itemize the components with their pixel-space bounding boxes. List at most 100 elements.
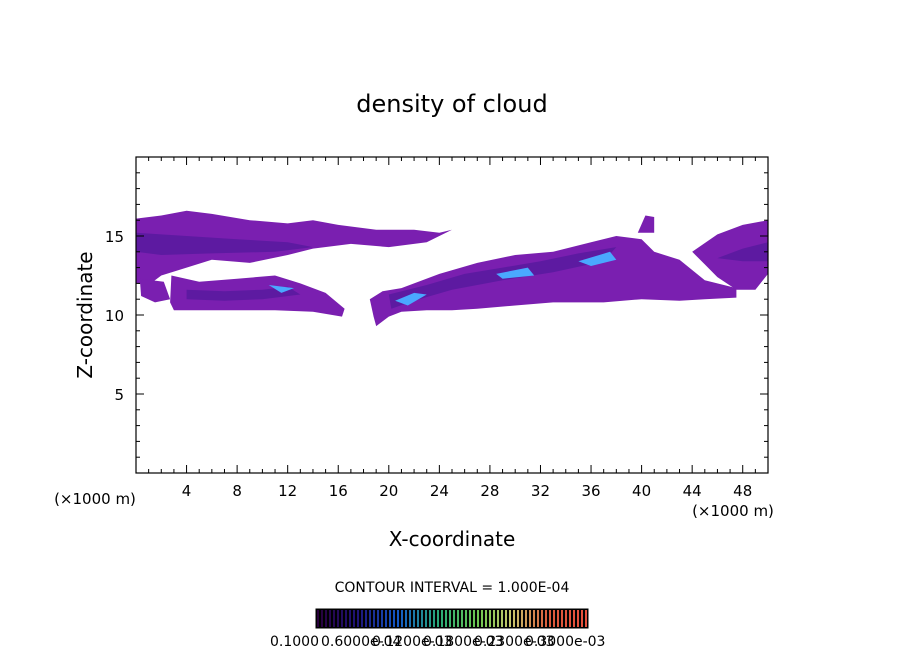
colorbar-border: [315, 608, 589, 629]
cloud-region-11: [496, 267, 535, 279]
cloud-region-5: [637, 215, 655, 233]
x-tick-label: 8: [232, 482, 242, 500]
colorbar-swatch: [497, 610, 499, 627]
colorbar-swatch: [349, 610, 351, 627]
colorbar-swatch: [501, 610, 503, 627]
colorbar-swatch: [517, 610, 519, 627]
colorbar-swatch: [325, 610, 327, 627]
colorbar-swatch: [457, 610, 459, 627]
colorbar-tick-label: 0.6000e-04: [321, 634, 402, 650]
cloud-region-6: [136, 232, 313, 255]
colorbar-swatch: [381, 610, 383, 627]
x-unit-label-left: (×1000 m): [54, 490, 136, 508]
colorbar-swatch: [521, 610, 523, 627]
colorbar-swatch: [473, 610, 475, 627]
colorbar-swatch: [537, 610, 539, 627]
cloud-region-13: [268, 285, 294, 293]
colorbar-swatch: [333, 610, 335, 627]
x-tick-label: 28: [480, 482, 499, 500]
colorbar-swatch: [469, 610, 471, 627]
colorbar-swatch: [461, 610, 463, 627]
colorbar-swatch: [345, 610, 347, 627]
x-tick-label: 48: [733, 482, 752, 500]
y-tick-label: 5: [114, 386, 124, 404]
colorbar-swatch: [485, 610, 487, 627]
colorbar-swatch: [529, 610, 531, 627]
colorbar-swatch: [585, 610, 587, 627]
colorbar-tick-label: 0.1800e-03: [423, 634, 503, 650]
colorbar-swatch: [445, 610, 447, 627]
x-tick-label: 24: [430, 482, 449, 500]
colorbar-swatch: [453, 610, 455, 627]
colorbar-swatch: [321, 610, 323, 627]
x-tick-label: 20: [379, 482, 398, 500]
colorbar-swatch: [401, 610, 403, 627]
cloud-region-12: [578, 251, 617, 266]
colorbar-swatch: [357, 610, 359, 627]
colorbar-swatch: [449, 610, 451, 627]
colorbar-swatch: [341, 610, 343, 627]
y-tick-label: 10: [105, 307, 124, 325]
cloud-region-9: [717, 242, 768, 262]
colorbar-swatch: [581, 610, 583, 627]
x-tick-label: 4: [182, 482, 192, 500]
colorbar-swatch: [525, 610, 527, 627]
chart-title: density of cloud: [356, 90, 547, 118]
colorbar-swatch: [337, 610, 339, 627]
cloud-region-3: [369, 236, 737, 327]
x-tick-label: 44: [683, 482, 702, 500]
colorbar-swatch: [413, 610, 415, 627]
x-unit-label-right: (×1000 m): [692, 502, 774, 520]
colorbar-swatch: [369, 610, 371, 627]
colorbar-swatch: [405, 610, 407, 627]
plot-frame: [135, 156, 769, 474]
colorbar-swatch: [417, 610, 419, 627]
colorbar-swatch: [561, 610, 563, 627]
colorbar-swatch: [513, 610, 515, 627]
colorbar-swatch: [477, 610, 479, 627]
colorbar-labels: 0.1000 0.6000e-040.1200e-030.1800e-030.23…: [270, 634, 605, 650]
colorbar-swatch: [377, 610, 379, 627]
cloud-region-2: [139, 278, 171, 303]
x-tick-label: 16: [329, 482, 348, 500]
cloud-contours: [136, 210, 768, 327]
contour-interval-text: CONTOUR INTERVAL = 1.000E-04: [335, 580, 570, 596]
colorbar-swatch: [557, 610, 559, 627]
colorbar-swatch: [505, 610, 507, 627]
colorbar-tick-label: 0.1200e-03: [372, 634, 452, 650]
colorbar-swatch: [421, 610, 423, 627]
x-tick-label: 40: [632, 482, 651, 500]
cloud-region-10: [395, 292, 427, 306]
colorbar-tick-label: 0.1000: [270, 634, 319, 650]
colorbar-swatch: [437, 610, 439, 627]
colorbar-swatch: [553, 610, 555, 627]
y-tick-label: 15: [105, 228, 124, 246]
x-tick-label: 32: [531, 482, 550, 500]
colorbar-swatch: [397, 610, 399, 627]
colorbar-swatch: [573, 610, 575, 627]
colorbar-swatch: [481, 610, 483, 627]
colorbar-swatch: [433, 610, 435, 627]
colorbar-swatch: [393, 610, 395, 627]
colorbar-swatch: [317, 610, 319, 627]
x-axis-ticks: 4 8 12 16 20 24 28 32 36 40 44 48: [148, 157, 756, 500]
colorbar-tick-label: 0.3000e-03: [525, 634, 605, 650]
colorbar-swatch: [569, 610, 571, 627]
colorbar-swatch: [489, 610, 491, 627]
x-tick-label: 36: [581, 482, 600, 500]
colorbar-swatch: [361, 610, 363, 627]
colorbar-swatch: [565, 610, 567, 627]
colorbar-swatch: [329, 610, 331, 627]
colorbar-swatch: [493, 610, 495, 627]
x-tick-label: 12: [278, 482, 297, 500]
colorbar-swatch: [465, 610, 467, 627]
y-axis-title: Z-coordinate: [73, 251, 97, 378]
colorbar-swatch: [373, 610, 375, 627]
colorbar-swatch: [425, 610, 427, 627]
colorbar-swatch: [533, 610, 535, 627]
y-axis-ticks: 5 10 15: [105, 172, 768, 458]
colorbar-swatch: [541, 610, 543, 627]
colorbar-tick-label: 0.2300e-03: [474, 634, 554, 650]
colorbar-swatch: [577, 610, 579, 627]
